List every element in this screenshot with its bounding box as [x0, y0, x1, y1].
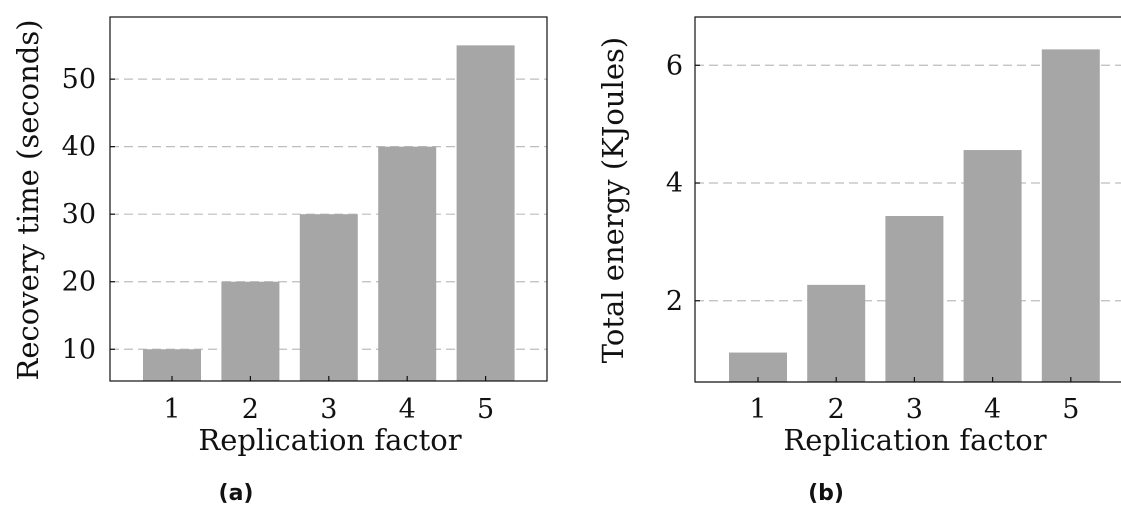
y-tick-label: 40: [62, 132, 96, 163]
x-tick-label: 5: [477, 394, 494, 425]
plot-frame: [694, 16, 1121, 383]
bar-3: [885, 215, 944, 382]
panel-caption: (a): [219, 481, 254, 506]
chart-panel-b: 2 4 6 1 2 3 4 5 Replication factor Total energy (…: [596, 16, 1121, 506]
y-axis-label: Recovery time (seconds): [11, 19, 45, 380]
bar-4: [963, 150, 1022, 382]
x-axis-label: Replication factor: [198, 423, 461, 457]
x-tick-label: 2: [828, 394, 845, 425]
bar-4: [378, 146, 437, 381]
bar-3: [299, 214, 358, 381]
bar-5: [456, 45, 515, 381]
x-tick-label: 4: [984, 394, 1001, 425]
chart-panel-a: 10 20 30 40 50 1 2 3 4 5 Replication factor Recover…: [11, 16, 548, 506]
y-tick-label: 50: [62, 64, 96, 95]
panel-caption: (b): [808, 481, 844, 506]
y-tick-label: 20: [62, 267, 96, 298]
bar-1: [143, 349, 201, 381]
y-tick-label: 2: [666, 286, 683, 317]
x-tick-label: 3: [320, 394, 337, 425]
x-tick-label: 4: [399, 394, 416, 425]
y-axis-label: Total energy (KJoules): [596, 37, 630, 363]
bar-5: [1041, 49, 1100, 383]
y-tick-label: 10: [62, 334, 96, 365]
x-tick-label: 1: [163, 394, 180, 425]
y-tick-label: 4: [666, 168, 683, 199]
x-tick-label: 2: [242, 394, 259, 425]
bar-2: [807, 284, 866, 382]
y-tick-label: 6: [666, 50, 683, 81]
y-tick-label: 30: [62, 199, 96, 230]
x-tick-label: 1: [749, 394, 766, 425]
bar-2: [221, 281, 280, 381]
x-axis-label: Replication factor: [783, 423, 1046, 457]
x-tick-label: 3: [906, 394, 923, 425]
x-tick-label: 5: [1062, 394, 1079, 425]
